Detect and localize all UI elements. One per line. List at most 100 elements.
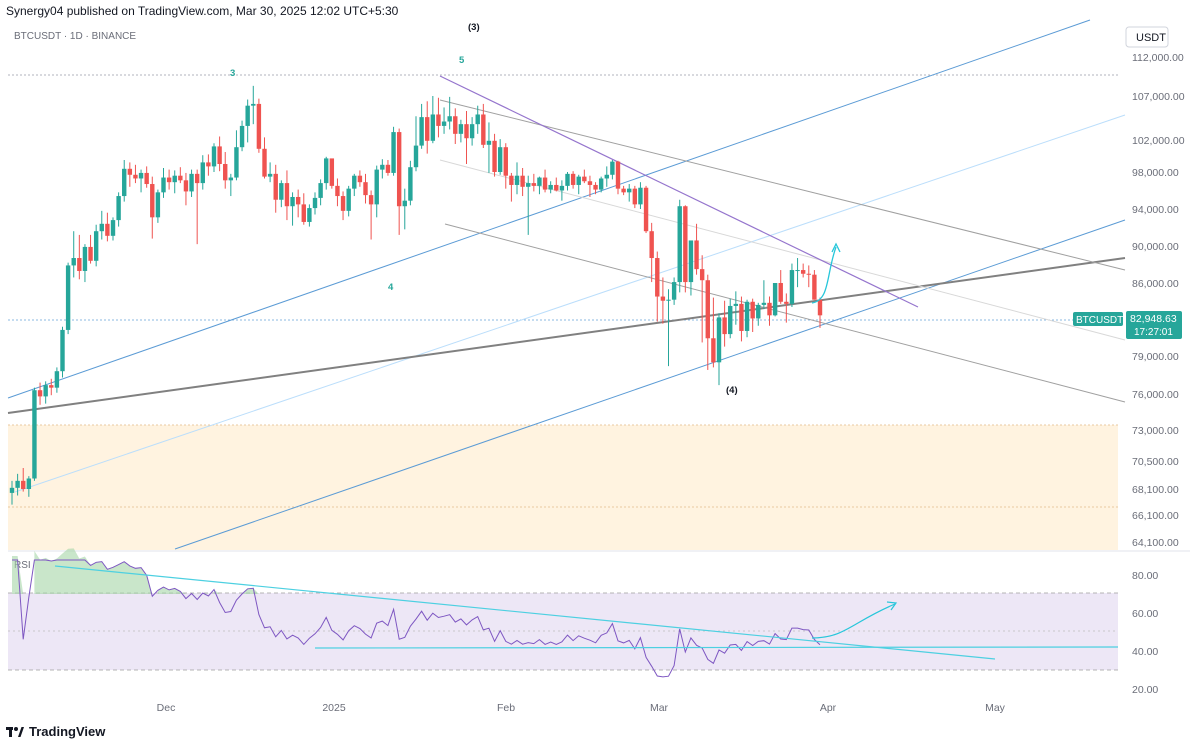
candle-body bbox=[425, 117, 430, 141]
rsi-tick-label: 40.00 bbox=[1132, 646, 1158, 658]
candle-body bbox=[570, 173, 576, 185]
candle-body bbox=[32, 390, 37, 479]
candle-body bbox=[722, 317, 727, 335]
candle-body bbox=[340, 196, 346, 211]
candle-body bbox=[514, 175, 520, 185]
publisher-header: Synergy04 published on TradingView.com, … bbox=[6, 4, 399, 18]
candle-body bbox=[93, 231, 99, 261]
candle-body bbox=[683, 206, 688, 283]
candle-body bbox=[677, 206, 682, 283]
rsi-axis: 80.00 60.00 40.00 20.00 bbox=[1132, 570, 1158, 696]
candle-body bbox=[744, 301, 750, 331]
candle-body bbox=[116, 196, 121, 221]
candle-body bbox=[537, 177, 542, 186]
candle-body bbox=[739, 303, 744, 331]
price-tag-symbol: BTCUSDT bbox=[1076, 315, 1123, 326]
candle-body bbox=[223, 164, 228, 181]
price-tag-price: 82,948.63 bbox=[1130, 313, 1177, 325]
candle-body bbox=[497, 147, 503, 172]
candle-body bbox=[295, 196, 301, 205]
symbol-label: BTCUSDT · 1D · BINANCE bbox=[14, 31, 136, 42]
time-tick-label: 2025 bbox=[322, 702, 346, 714]
candle-body bbox=[655, 258, 660, 297]
candle-body bbox=[699, 269, 705, 281]
price-tick-label: 102,000.00 bbox=[1132, 135, 1185, 147]
candle-body bbox=[357, 175, 363, 183]
currency-box bbox=[1125, 26, 1169, 48]
price-axis: 112,000.00 107,000.00 102,000.00 98,000.00 9… bbox=[1132, 52, 1185, 549]
candle-body bbox=[65, 265, 71, 330]
footer-brand-text: TradingView bbox=[29, 724, 106, 739]
price-tick-label: 64,100.00 bbox=[1132, 537, 1179, 549]
candle-body bbox=[531, 183, 537, 186]
candle-body bbox=[694, 240, 699, 270]
rsi-tick-label: 20.00 bbox=[1132, 684, 1158, 696]
candle-body bbox=[239, 125, 245, 148]
candle-body bbox=[99, 223, 104, 232]
candle-body bbox=[105, 223, 110, 236]
time-tick-label: Dec bbox=[157, 702, 176, 714]
price-tick-label: 68,100.00 bbox=[1132, 484, 1179, 496]
candle-body bbox=[324, 158, 329, 184]
gray-channel-lower bbox=[444, 223, 1126, 403]
candle-body bbox=[447, 116, 452, 122]
candle-body bbox=[632, 188, 638, 205]
candle-body bbox=[660, 296, 666, 301]
price-tick-label: 79,000.00 bbox=[1132, 351, 1179, 363]
candle-body bbox=[43, 385, 48, 397]
channel-mid-line bbox=[14, 114, 1126, 493]
rsi-tick-label: 80.00 bbox=[1132, 570, 1158, 582]
candle-body bbox=[548, 184, 553, 190]
candle-body bbox=[374, 169, 379, 205]
candle-body bbox=[88, 246, 93, 261]
candle-body bbox=[178, 175, 183, 181]
price-tag-symbol-box bbox=[1073, 312, 1123, 326]
wave-label-3-paren: (3) bbox=[468, 22, 480, 33]
time-tick-label: Apr bbox=[820, 702, 837, 714]
candle-body bbox=[671, 282, 677, 300]
candle-body bbox=[279, 183, 284, 200]
time-tick-label: May bbox=[985, 702, 1006, 714]
triangle-resistance-line bbox=[439, 75, 919, 308]
tradingview-logo-icon bbox=[6, 725, 24, 739]
candles-group bbox=[9, 85, 823, 505]
candle-body bbox=[492, 140, 497, 172]
candle-body bbox=[666, 299, 671, 301]
candle-body bbox=[761, 302, 767, 305]
candle-body bbox=[598, 178, 604, 190]
candle-body bbox=[189, 173, 194, 192]
candle-body bbox=[15, 480, 20, 488]
candle-body bbox=[772, 283, 778, 316]
candle-body bbox=[453, 116, 458, 134]
candle-body bbox=[627, 188, 632, 193]
candle-body bbox=[155, 192, 161, 218]
candle-body bbox=[122, 168, 127, 197]
candle-body bbox=[211, 146, 217, 167]
time-tick-label: Feb bbox=[497, 702, 515, 714]
candle-body bbox=[643, 187, 649, 232]
candle-body bbox=[436, 114, 441, 126]
currency-label: USDT bbox=[1136, 32, 1166, 44]
candle-body bbox=[778, 283, 783, 302]
price-tag-countdown: 17:27:01 bbox=[1134, 327, 1173, 338]
candle-body bbox=[817, 299, 823, 316]
price-tick-label: 86,000.00 bbox=[1132, 278, 1179, 290]
candle-body bbox=[307, 208, 312, 222]
candle-body bbox=[649, 231, 654, 259]
candle-body bbox=[559, 185, 565, 191]
candle-body bbox=[587, 181, 593, 185]
candle-body bbox=[812, 274, 817, 300]
candle-body bbox=[638, 187, 643, 205]
candle-body bbox=[346, 188, 351, 211]
rsi-band bbox=[8, 593, 1118, 670]
candle-body bbox=[621, 188, 626, 193]
candle-body bbox=[60, 329, 65, 372]
candle-body bbox=[352, 175, 357, 189]
candle-body bbox=[82, 246, 88, 271]
candle-body bbox=[402, 200, 407, 207]
candle-body bbox=[509, 175, 514, 185]
candle-body bbox=[784, 301, 789, 304]
candle-body bbox=[335, 185, 340, 197]
candle-body bbox=[789, 270, 795, 304]
